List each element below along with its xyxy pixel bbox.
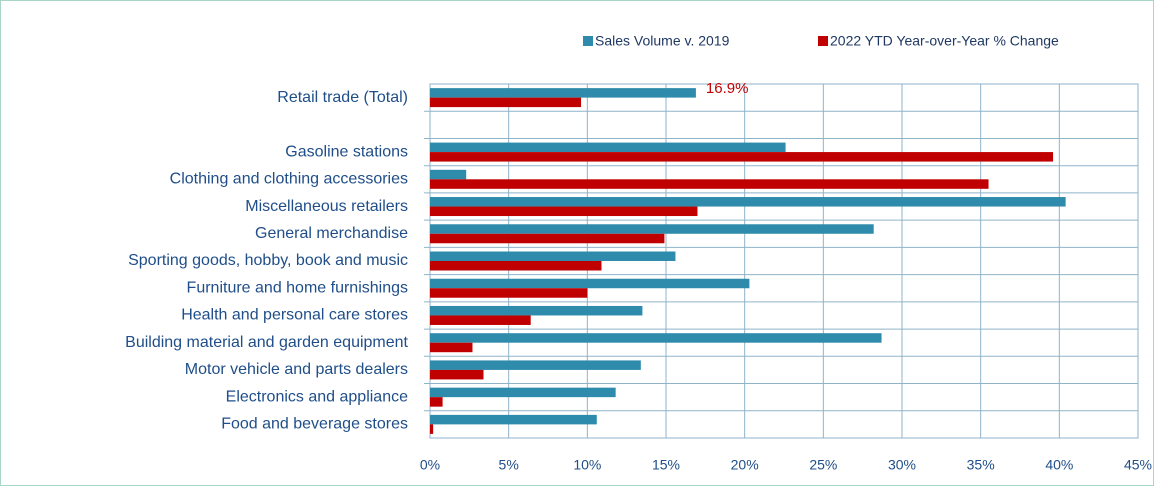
legend-swatch: [583, 36, 593, 46]
category-label: Furniture and home furnishings: [187, 279, 408, 296]
bar: [430, 369, 484, 380]
bar: [430, 397, 443, 407]
bar: [430, 305, 643, 316]
bar: [430, 288, 588, 298]
bar: [430, 251, 676, 261]
x-tick-label: 10%: [573, 457, 601, 473]
category-label: Health and personal care stores: [181, 307, 408, 324]
bar: [430, 206, 698, 217]
x-tick-label: 30%: [888, 457, 916, 473]
bar: [430, 197, 1066, 207]
bar: [430, 360, 641, 370]
bar: [430, 333, 882, 343]
category-label: Retail trade (Total): [277, 89, 408, 106]
bar: [430, 261, 602, 271]
legend-swatch: [818, 36, 828, 46]
x-tick-label: 45%: [1124, 457, 1152, 473]
bar: [430, 224, 874, 234]
bar: [430, 278, 750, 289]
bar: [430, 152, 1054, 162]
bar: [430, 169, 467, 180]
bar: [430, 233, 665, 244]
bar: [430, 424, 434, 434]
x-tick-label: 25%: [809, 457, 837, 473]
bar: [430, 179, 989, 189]
value-label: 16.9%: [706, 80, 749, 97]
bar: [430, 387, 616, 398]
category-label: General merchandise: [255, 225, 408, 242]
x-tick-label: 20%: [731, 457, 759, 473]
category-label: Building material and garden equipment: [125, 334, 408, 351]
x-tick-label: 40%: [1045, 457, 1073, 473]
x-tick-label: 0%: [420, 457, 440, 473]
bar: [430, 315, 531, 325]
category-label: Motor vehicle and parts dealers: [185, 361, 408, 378]
category-label: Clothing and clothing accessories: [170, 171, 408, 188]
x-tick-label: 5%: [499, 457, 519, 473]
bar: [430, 88, 696, 98]
category-label: Miscellaneous retailers: [245, 198, 408, 215]
legend-label: 2022 YTD Year-over-Year % Change: [830, 33, 1059, 49]
category-label: Sporting goods, hobby, book and music: [128, 252, 408, 269]
x-tick-label: 15%: [652, 457, 680, 473]
category-label: Gasoline stations: [285, 143, 408, 160]
bar: [430, 342, 473, 353]
category-label: Electronics and appliance: [226, 388, 408, 405]
legend-label: Sales Volume v. 2019: [595, 33, 730, 49]
category-label: Food and beverage stores: [221, 416, 408, 433]
bar: [430, 142, 786, 153]
x-tick-label: 35%: [967, 457, 995, 473]
bar: [430, 414, 597, 425]
bar: [430, 97, 582, 108]
